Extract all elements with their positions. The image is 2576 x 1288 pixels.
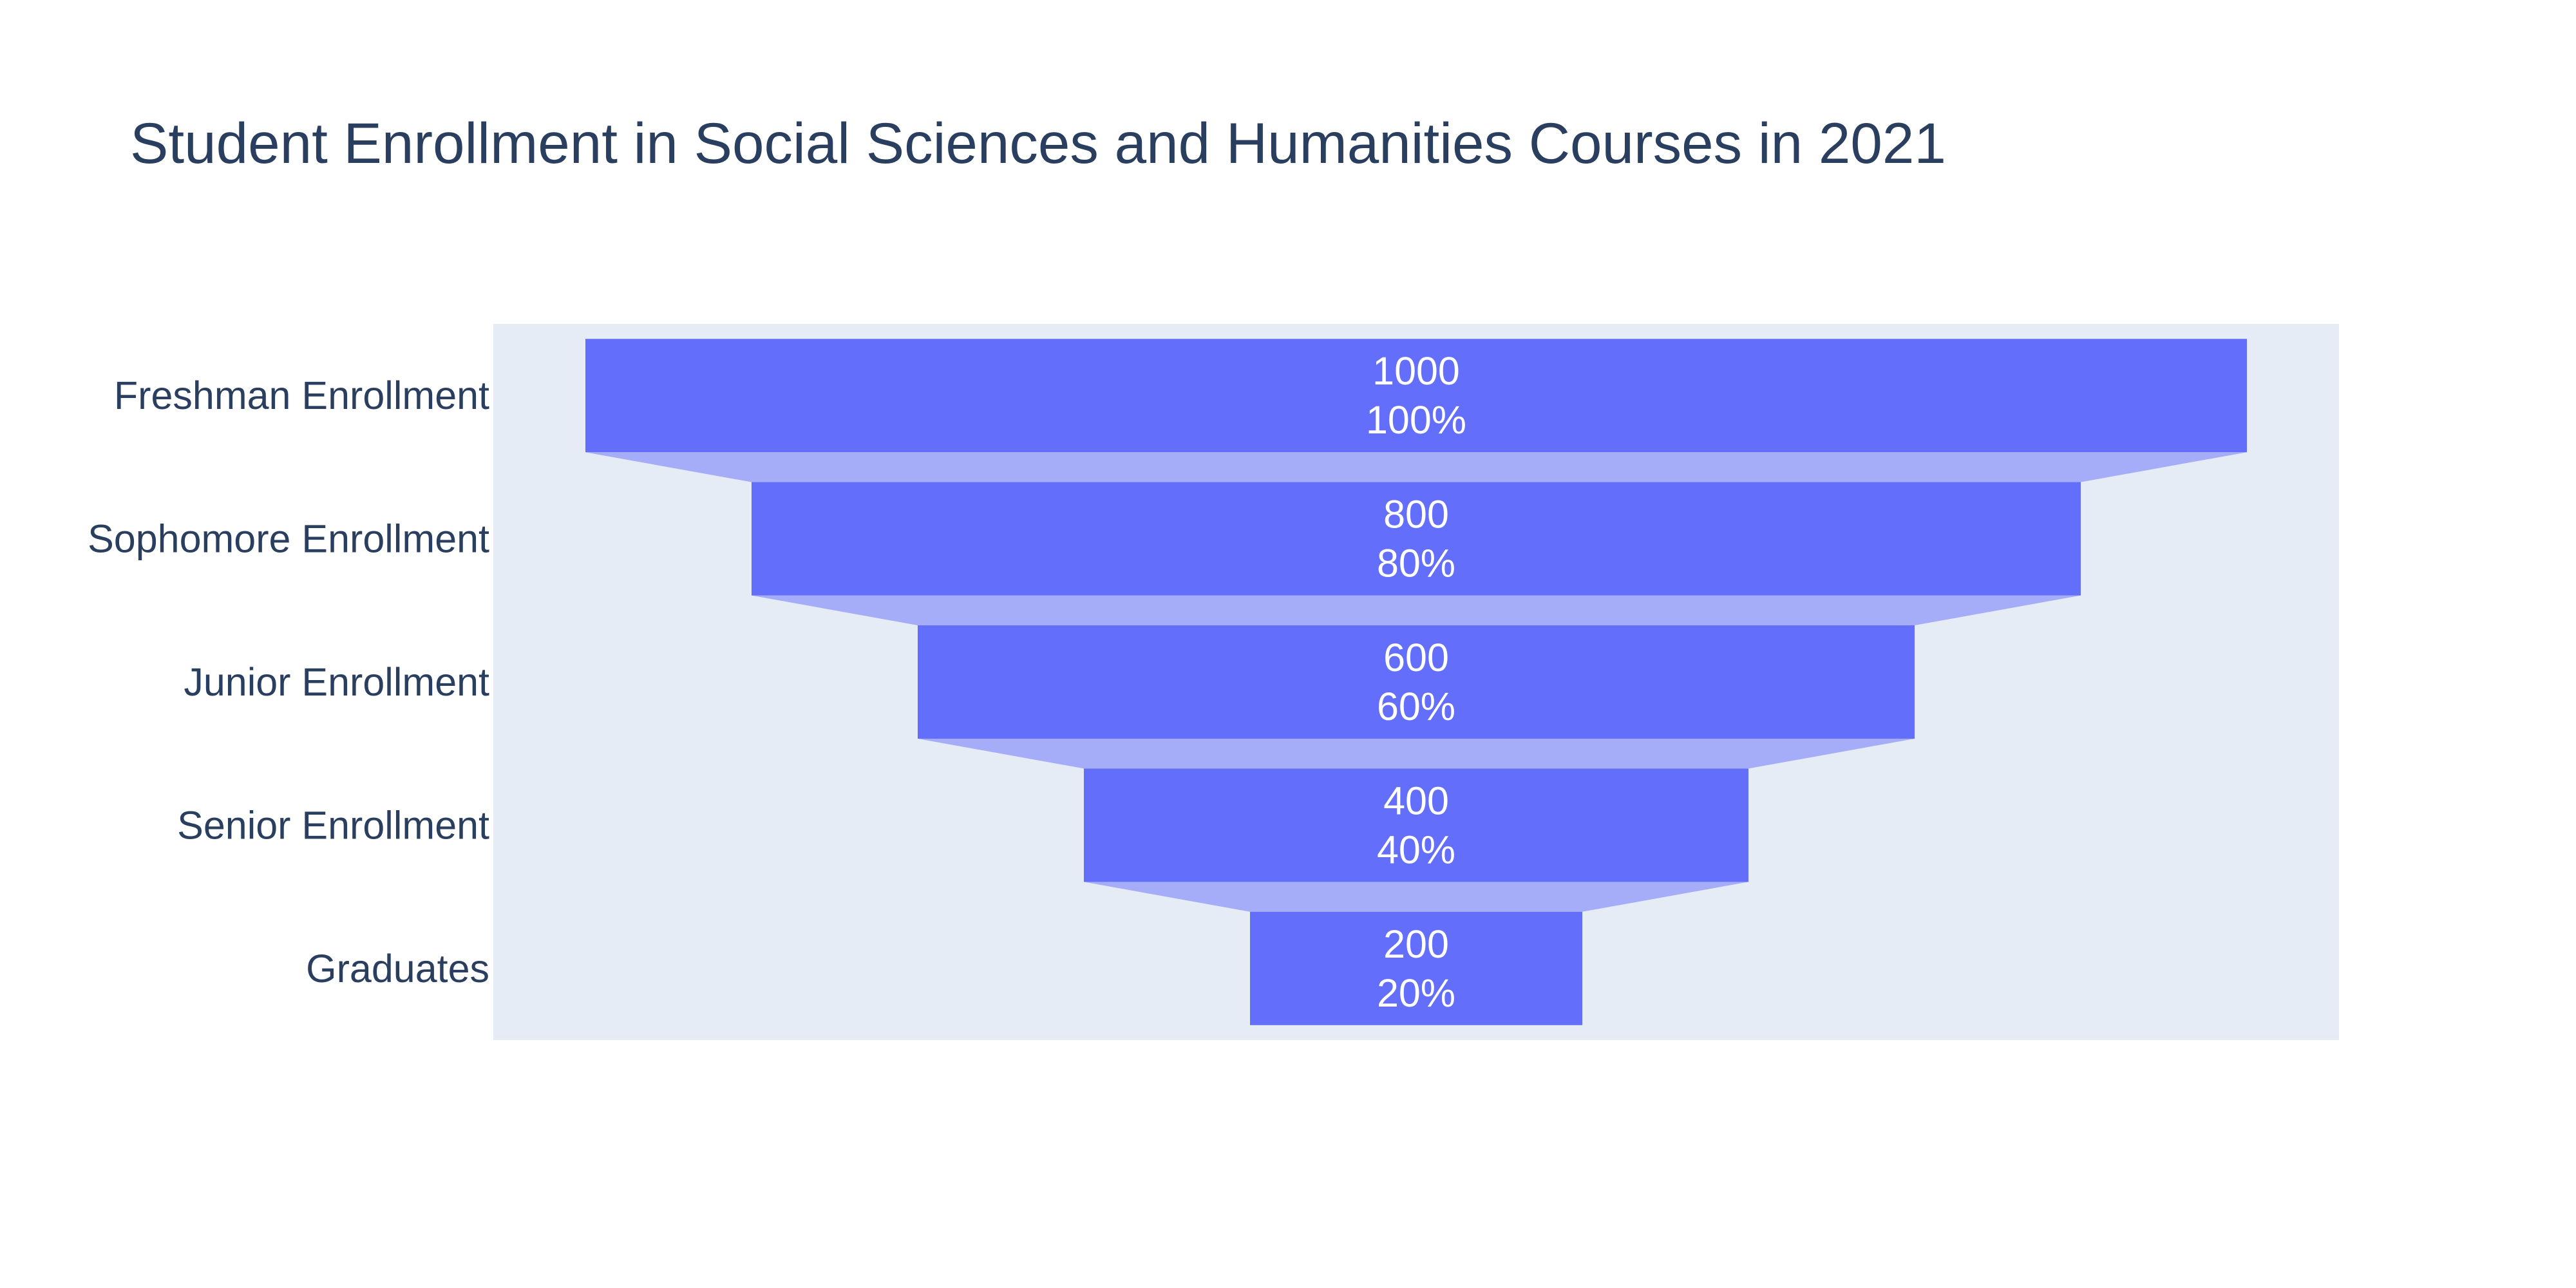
category-label: Freshman Enrollment <box>114 374 489 417</box>
category-label: Junior Enrollment <box>184 660 489 704</box>
category-label: Sophomore Enrollment <box>88 517 489 561</box>
funnel-bar[interactable] <box>1250 911 1582 1025</box>
funnel-bars <box>585 339 2247 1025</box>
funnel-bar[interactable] <box>752 482 2081 596</box>
category-label: Graduates <box>306 947 489 990</box>
bar-percent-label: 60% <box>1377 685 1455 728</box>
funnel-connector <box>752 595 2081 625</box>
bar-value-label: 1000 <box>1372 349 1460 393</box>
bar-percent-label: 100% <box>1366 398 1466 442</box>
funnel-connectors <box>585 452 2247 912</box>
category-axis-labels: Freshman Enrollment Sophomore Enrollment J… <box>88 374 489 990</box>
funnel-connector <box>1084 882 1748 912</box>
funnel-bar[interactable] <box>1084 768 1748 882</box>
bar-percent-label: 20% <box>1377 971 1455 1015</box>
funnel-bar[interactable] <box>918 625 1915 739</box>
funnel-bar-labels: 1000 100% 800 80% 600 60% 400 40% 200 20% <box>1366 349 1466 1015</box>
funnel-bar[interactable] <box>585 339 2247 453</box>
chart-title: Student Enrollment in Social Sciences an… <box>130 111 1946 175</box>
bar-percent-label: 40% <box>1377 828 1455 871</box>
bar-value-label: 200 <box>1383 922 1449 966</box>
bar-value-label: 800 <box>1383 493 1449 536</box>
funnel-connector <box>585 452 2247 482</box>
bar-value-label: 400 <box>1383 779 1449 822</box>
bar-value-label: 600 <box>1383 636 1449 679</box>
category-label: Senior Enrollment <box>177 803 489 847</box>
funnel-connector <box>918 739 1915 769</box>
bar-percent-label: 80% <box>1377 542 1455 585</box>
